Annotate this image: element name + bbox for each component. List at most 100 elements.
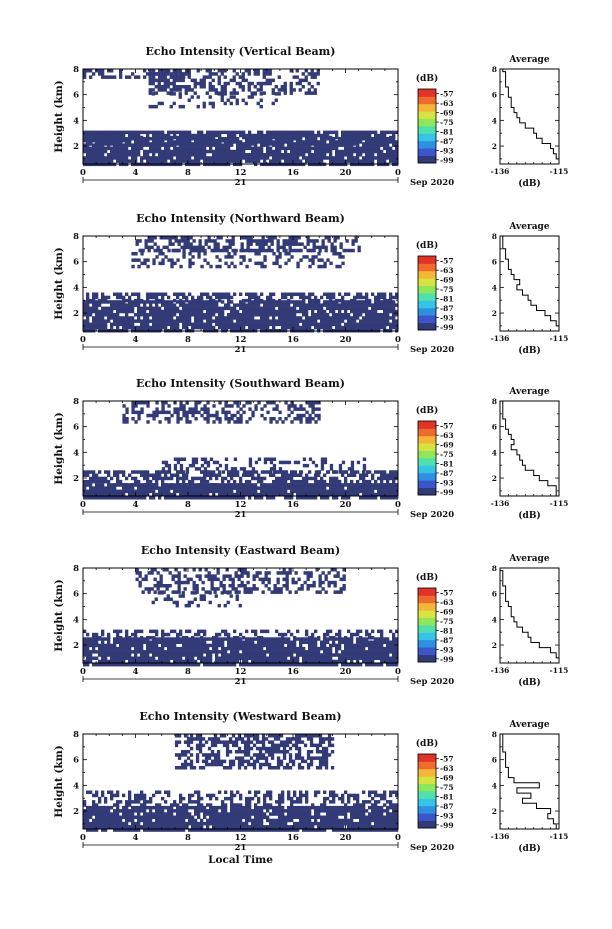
heatmap-cell <box>305 463 310 468</box>
heatmap-cell <box>215 467 220 471</box>
heatmap-cell <box>232 95 236 99</box>
heatmap-cell <box>338 463 343 468</box>
heatmap-cell <box>188 292 192 296</box>
heatmap-cell <box>179 142 183 146</box>
heatmap-cell <box>248 457 253 461</box>
heatmap-cell <box>332 489 336 494</box>
heatmap-cell <box>107 492 111 497</box>
heatmap-cell <box>173 133 177 138</box>
heatmap-cell <box>146 476 150 481</box>
heatmap-cell <box>212 133 216 138</box>
heatmap-cell <box>92 476 96 481</box>
x-tick-label: 20 <box>340 335 352 345</box>
heatmap-cell <box>89 483 93 487</box>
heatmap-cell <box>320 159 324 163</box>
heatmap-cell <box>95 650 99 654</box>
heatmap-cell <box>230 156 234 160</box>
heatmap-cell <box>341 261 345 266</box>
heatmap-cell <box>119 492 123 497</box>
heatmap-cell <box>305 486 309 490</box>
heatmap-cell <box>187 88 191 92</box>
heatmap-cell <box>383 319 387 323</box>
heatmap-cell <box>362 476 366 481</box>
heatmap-cell <box>110 75 114 79</box>
heatmap-cell <box>380 476 384 481</box>
heatmap-cell <box>254 298 258 303</box>
heatmap-cell <box>155 292 159 296</box>
heatmap-cell <box>314 137 318 141</box>
heatmap-cell <box>356 486 360 490</box>
heatmap-cell <box>239 489 243 494</box>
heatmap-cell <box>122 319 126 323</box>
heatmap-cell <box>131 303 135 307</box>
heatmap-cell <box>276 239 280 243</box>
heatmap-cell <box>389 130 393 135</box>
heatmap-cell <box>107 306 111 311</box>
heatmap-cell <box>296 300 300 304</box>
heatmap-cell <box>209 156 213 160</box>
heatmap-cell <box>197 662 201 667</box>
heatmap-cell <box>170 486 174 490</box>
heatmap-cell <box>200 319 204 323</box>
heatmap-cell <box>377 133 381 138</box>
heatmap-cell <box>242 135 246 140</box>
heatmap-cell <box>299 292 303 296</box>
heatmap-cell <box>101 146 105 151</box>
heatmap-cell <box>350 483 354 487</box>
x-tick-label: 16 <box>287 335 299 345</box>
heatmap-cell <box>131 149 135 154</box>
heatmap-cell <box>179 309 183 314</box>
heatmap-cell <box>167 295 171 300</box>
heatmap-cell <box>236 653 240 657</box>
heatmap-cell <box>362 133 366 138</box>
heatmap-cell <box>200 470 205 474</box>
colorbar-segment <box>418 126 436 134</box>
heatmap-cell <box>254 662 258 667</box>
heatmap-cell <box>242 640 246 644</box>
heatmap-cell <box>228 242 232 246</box>
heatmap-cell <box>293 153 297 157</box>
heatmap-cell <box>386 483 390 487</box>
heatmap-cell <box>276 242 280 246</box>
heatmap-cell <box>164 322 168 327</box>
heatmap-cell <box>341 492 345 497</box>
colorbar-segment <box>418 315 436 323</box>
heatmap-cell <box>86 303 90 307</box>
heatmap-cell <box>194 410 198 415</box>
heatmap-cell <box>254 637 258 641</box>
heatmap-cell <box>125 146 129 151</box>
heatmap-cell <box>284 417 288 421</box>
heatmap-cell <box>269 319 273 323</box>
heatmap-cell <box>296 149 300 154</box>
heatmap-cell <box>191 486 195 490</box>
heatmap-cell <box>182 137 186 141</box>
heatmap-cell <box>245 637 249 641</box>
heatmap-cell <box>149 295 153 300</box>
heatmap-cell <box>83 319 87 323</box>
y-tick-label: 6 <box>73 423 79 433</box>
heatmap-cell <box>137 325 141 330</box>
heatmap-cell <box>183 242 187 246</box>
heatmap-cell <box>371 322 375 327</box>
heatmap-cell <box>266 146 270 151</box>
profile-x-tick-label: -136 <box>491 499 510 508</box>
heatmap-cell <box>185 650 189 654</box>
heatmap-cell <box>125 156 129 160</box>
heatmap-cell <box>323 473 327 477</box>
heatmap-cell <box>83 69 87 73</box>
heatmap-cell <box>110 156 114 160</box>
heatmap-cell <box>203 313 207 317</box>
heatmap-cell <box>311 417 315 421</box>
heatmap-cell <box>197 410 201 415</box>
heatmap-cell <box>218 401 222 405</box>
heatmap-cell <box>122 413 126 418</box>
heatmap-cell <box>350 470 354 474</box>
heatmap-cell <box>294 248 298 253</box>
heatmap-cell <box>203 156 207 160</box>
heatmap-cell <box>176 142 180 146</box>
heatmap-cell <box>146 656 150 660</box>
heatmap-cell <box>314 139 318 143</box>
heatmap-cell <box>359 135 363 140</box>
heatmap-cell <box>164 135 168 140</box>
heatmap-cell <box>137 492 141 497</box>
